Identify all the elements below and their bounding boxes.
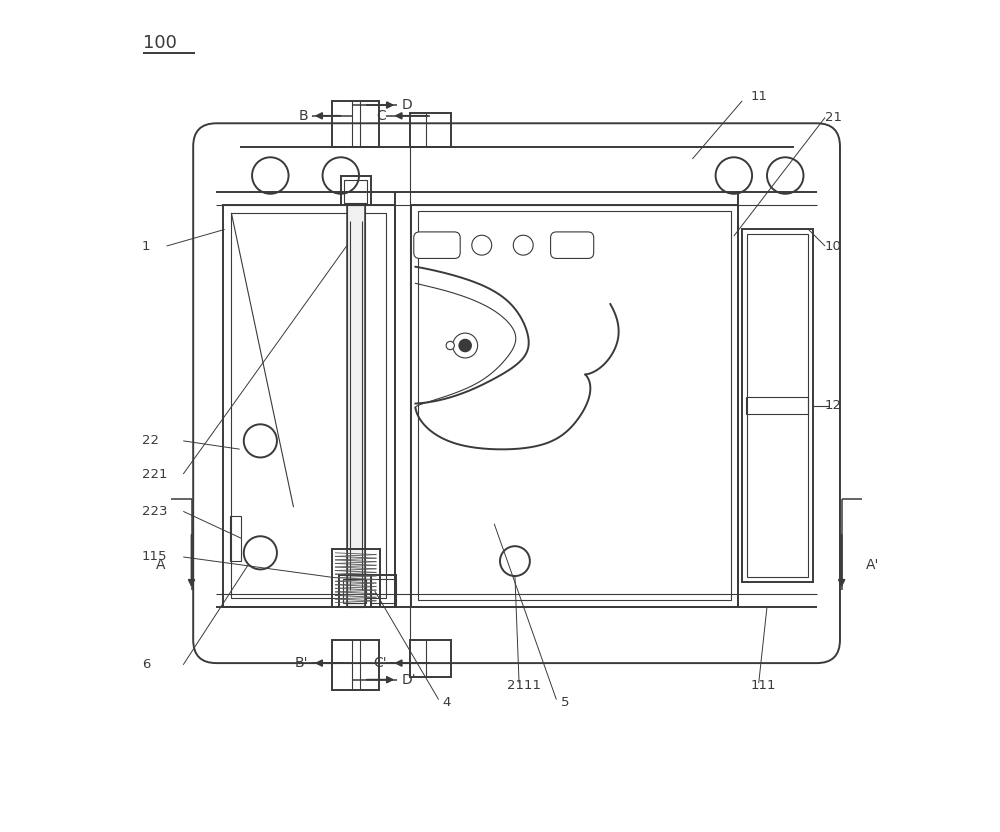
Bar xyxy=(747,235,808,577)
Circle shape xyxy=(513,235,533,255)
Bar xyxy=(742,230,813,582)
Text: D: D xyxy=(401,98,412,112)
Bar xyxy=(410,113,451,146)
Circle shape xyxy=(252,157,289,194)
Bar xyxy=(332,548,380,607)
Bar xyxy=(347,205,365,607)
Circle shape xyxy=(244,424,277,458)
Text: 115: 115 xyxy=(142,551,167,563)
Bar xyxy=(332,640,379,690)
Text: 221: 221 xyxy=(142,468,167,481)
Circle shape xyxy=(472,235,492,255)
Bar xyxy=(332,101,379,146)
Text: 1: 1 xyxy=(142,240,150,252)
Circle shape xyxy=(453,333,478,358)
FancyBboxPatch shape xyxy=(551,232,594,259)
Text: A': A' xyxy=(866,558,879,572)
Text: D': D' xyxy=(401,673,416,686)
Text: 21: 21 xyxy=(825,111,842,124)
Circle shape xyxy=(244,537,277,569)
Bar xyxy=(341,176,371,205)
Text: B: B xyxy=(299,109,308,123)
Bar xyxy=(343,579,366,602)
Text: C': C' xyxy=(373,656,386,670)
Text: B': B' xyxy=(295,656,308,670)
Text: 2111: 2111 xyxy=(507,679,541,692)
Text: C: C xyxy=(377,109,386,123)
Circle shape xyxy=(500,546,530,576)
Text: 4: 4 xyxy=(443,696,451,709)
Text: 11: 11 xyxy=(750,90,767,103)
Bar xyxy=(371,575,396,607)
Text: 22: 22 xyxy=(142,434,159,448)
Bar xyxy=(411,205,738,607)
Text: A: A xyxy=(156,558,166,572)
Text: 12: 12 xyxy=(825,399,842,412)
Bar xyxy=(344,180,367,203)
Bar xyxy=(410,640,451,677)
Bar xyxy=(231,213,386,598)
FancyBboxPatch shape xyxy=(193,123,840,663)
Circle shape xyxy=(767,157,803,194)
Bar xyxy=(223,205,395,607)
Circle shape xyxy=(446,341,454,349)
Text: 5: 5 xyxy=(561,696,569,709)
Text: 6: 6 xyxy=(142,658,150,671)
FancyBboxPatch shape xyxy=(414,232,460,259)
Bar xyxy=(371,579,396,602)
Bar xyxy=(230,516,241,561)
Bar xyxy=(746,398,808,414)
Text: 223: 223 xyxy=(142,505,167,518)
Circle shape xyxy=(716,157,752,194)
Bar xyxy=(339,575,371,607)
Circle shape xyxy=(459,339,471,351)
Circle shape xyxy=(323,157,359,194)
Text: 100: 100 xyxy=(143,34,177,52)
Text: 10: 10 xyxy=(825,240,842,252)
Bar xyxy=(418,211,731,600)
Text: 111: 111 xyxy=(750,679,776,692)
